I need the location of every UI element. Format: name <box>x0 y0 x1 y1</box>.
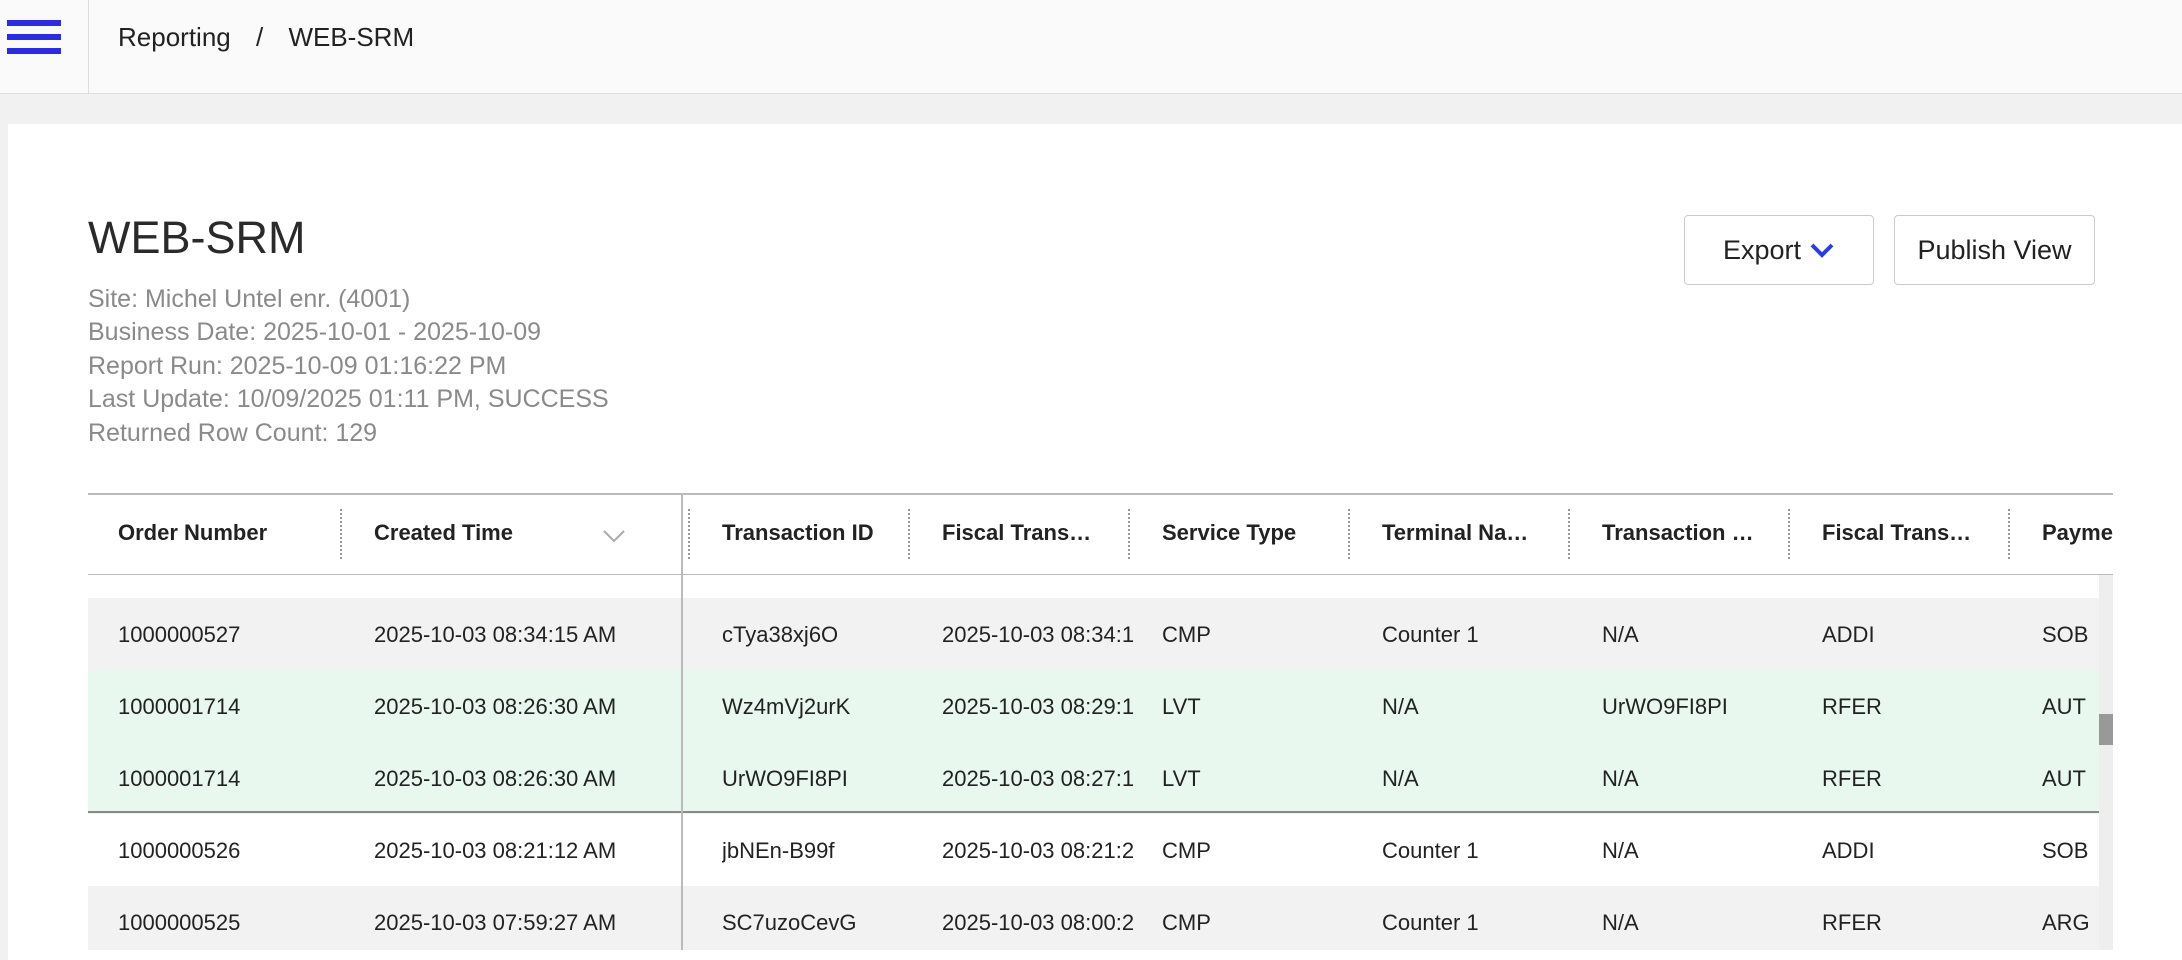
scrollbar <box>2099 575 2113 950</box>
table-cell: UrWO9FI8PI <box>722 766 848 791</box>
table-cell: 2025-10-03 07:59:27 AM <box>374 910 617 935</box>
export-button[interactable]: Export <box>1684 215 1874 285</box>
table-row[interactable]: 1000001714 2025-10-03 08:26:30 AM UrWO9FI8… <box>88 742 2099 814</box>
info-line: Returned Row Count: 129 <box>88 418 378 447</box>
column-header[interactable]: Order Number <box>118 520 268 545</box>
menu-button[interactable] <box>7 18 61 56</box>
table-row[interactable]: 1000001714 2025-10-03 08:26:30 AM Wz4mVj2u… <box>88 670 2099 742</box>
table-row[interactable]: 1000000525 2025-10-03 07:59:27 AM SC7uzoCe… <box>88 886 2099 950</box>
table-cell: 2025-10-03 08:29:1 <box>942 694 1135 719</box>
table-row[interactable]: 1000000526 2025-10-03 08:21:12 AM jbNEn-B9… <box>88 814 2099 886</box>
table-row[interactable]: 1000000527 2025-10-03 08:34:15 AM cTya38xj… <box>88 598 2099 670</box>
table-top-border <box>88 493 2113 495</box>
publish-label: Publish View <box>1917 234 2072 265</box>
table-cell: 1000001714 <box>118 766 241 791</box>
table-cell: N/A <box>1602 622 1639 647</box>
table-cell: 2025-10-03 08:21:2 <box>942 838 1135 863</box>
table-cell: N/A <box>1602 838 1639 863</box>
table-cell: N/A <box>1602 766 1639 791</box>
table-cell: 1000001714 <box>118 694 241 719</box>
info-line: Site: Michel Untel enr. (4001) <box>88 285 411 313</box>
table-cell: CMP <box>1162 622 1211 647</box>
publish-button[interactable]: Publish View <box>1894 215 2095 285</box>
export-label: Export <box>1722 234 1802 265</box>
sort-icon[interactable] <box>602 528 626 544</box>
table-cell: SOB <box>2042 838 2089 863</box>
table-cell: 1000000526 <box>118 838 241 863</box>
scrollbar-thumb[interactable] <box>2099 714 2113 745</box>
table-cell: UrWO9FI8PI <box>1602 694 1728 719</box>
table-cell: 2025-10-03 08:26:30 AM <box>374 694 617 719</box>
table-cell: SC7uzoCevG <box>722 910 857 935</box>
info-line: Business Date: 2025-10-01 - 2025-10-09 <box>88 318 542 347</box>
table-cell: RFER <box>1822 694 1882 719</box>
column-divider <box>681 493 683 950</box>
table-cell: 1000000527 <box>118 622 241 647</box>
resize-handle <box>1568 509 1570 559</box>
column-header[interactable]: Transaction … <box>1602 520 1754 545</box>
table-cell: N/A <box>1382 694 1419 719</box>
resize-handle <box>1128 509 1130 559</box>
column-header[interactable]: Created Time <box>374 520 513 545</box>
column-header[interactable]: Fiscal Trans… <box>1822 520 1972 545</box>
breadcrumb-item[interactable]: Reporting <box>118 22 231 52</box>
table-cell: cTya38xj6O <box>722 622 839 647</box>
header-bottom-border <box>88 574 2113 575</box>
breadcrumb-item: WEB-SRM <box>288 22 415 52</box>
table-cell: Counter 1 <box>1382 838 1479 863</box>
table-cell: ADDI <box>1822 622 1875 647</box>
column-header[interactable]: Fiscal Trans… <box>942 520 1092 545</box>
resize-handle <box>2008 509 2010 559</box>
resize-handle <box>1348 509 1350 559</box>
column-header[interactable]: Service Type <box>1162 520 1297 545</box>
table-cell: 2025-10-03 08:34:15 AM <box>374 622 617 647</box>
breadcrumb: Reporting / WEB-SRM <box>118 22 414 53</box>
info-line: Last Update: 10/09/2025 01:11 PM, SUCCES… <box>88 385 609 414</box>
table-cell: 2025-10-03 08:26:30 AM <box>374 766 617 791</box>
table-cell: CMP <box>1162 910 1211 935</box>
breadcrumb-separator: / <box>255 22 264 52</box>
table-cell: Counter 1 <box>1382 910 1479 935</box>
table-cell: N/A <box>1382 766 1419 791</box>
table-cell: 2025-10-03 08:27:1 <box>942 766 1135 791</box>
table-cell: RFER <box>1822 910 1882 935</box>
table-cell: 1000000525 <box>118 910 241 935</box>
table-cell: 2025-10-03 08:34:1 <box>942 622 1135 647</box>
table-cell: ADDI <box>1822 838 1875 863</box>
group-divider <box>88 811 2099 813</box>
resize-handle <box>688 509 690 559</box>
data-table: Order Number Created Time Transaction ID Fi… <box>88 493 2113 950</box>
chevron-icon <box>1810 243 1834 258</box>
table-cell: AUT <box>2042 766 2086 791</box>
resize-handle <box>340 509 342 559</box>
column-header[interactable]: Terminal Na… <box>1382 520 1529 545</box>
table-cell: AUT <box>2042 694 2086 719</box>
top-bar: Reporting / WEB-SRM <box>0 0 2182 94</box>
table-cell: SOB <box>2042 622 2089 647</box>
table-cell: Counter 1 <box>1382 622 1479 647</box>
table-cell: Wz4mVj2urK <box>722 694 851 719</box>
table-cell: N/A <box>1602 910 1639 935</box>
table-cell: 2025-10-03 08:00:2 <box>942 910 1135 935</box>
info-line: Report Run: 2025-10-09 01:16:22 PM <box>88 351 507 380</box>
resize-handle <box>908 509 910 559</box>
table-cell: jbNEn-B99f <box>722 838 835 863</box>
column-header[interactable]: Payment <box>2042 520 2113 545</box>
divider <box>88 0 89 93</box>
column-header[interactable]: Transaction ID <box>722 520 874 545</box>
report-title: WEB-SRM <box>88 212 306 263</box>
table-cell: ARG <box>2042 910 2090 935</box>
table-cell: CMP <box>1162 838 1211 863</box>
table-cell: LVT <box>1162 766 1201 791</box>
table-cell: 2025-10-03 08:21:12 AM <box>374 838 617 863</box>
resize-handle <box>1788 509 1790 559</box>
table-cell: RFER <box>1822 766 1882 791</box>
table-cell: LVT <box>1162 694 1201 719</box>
